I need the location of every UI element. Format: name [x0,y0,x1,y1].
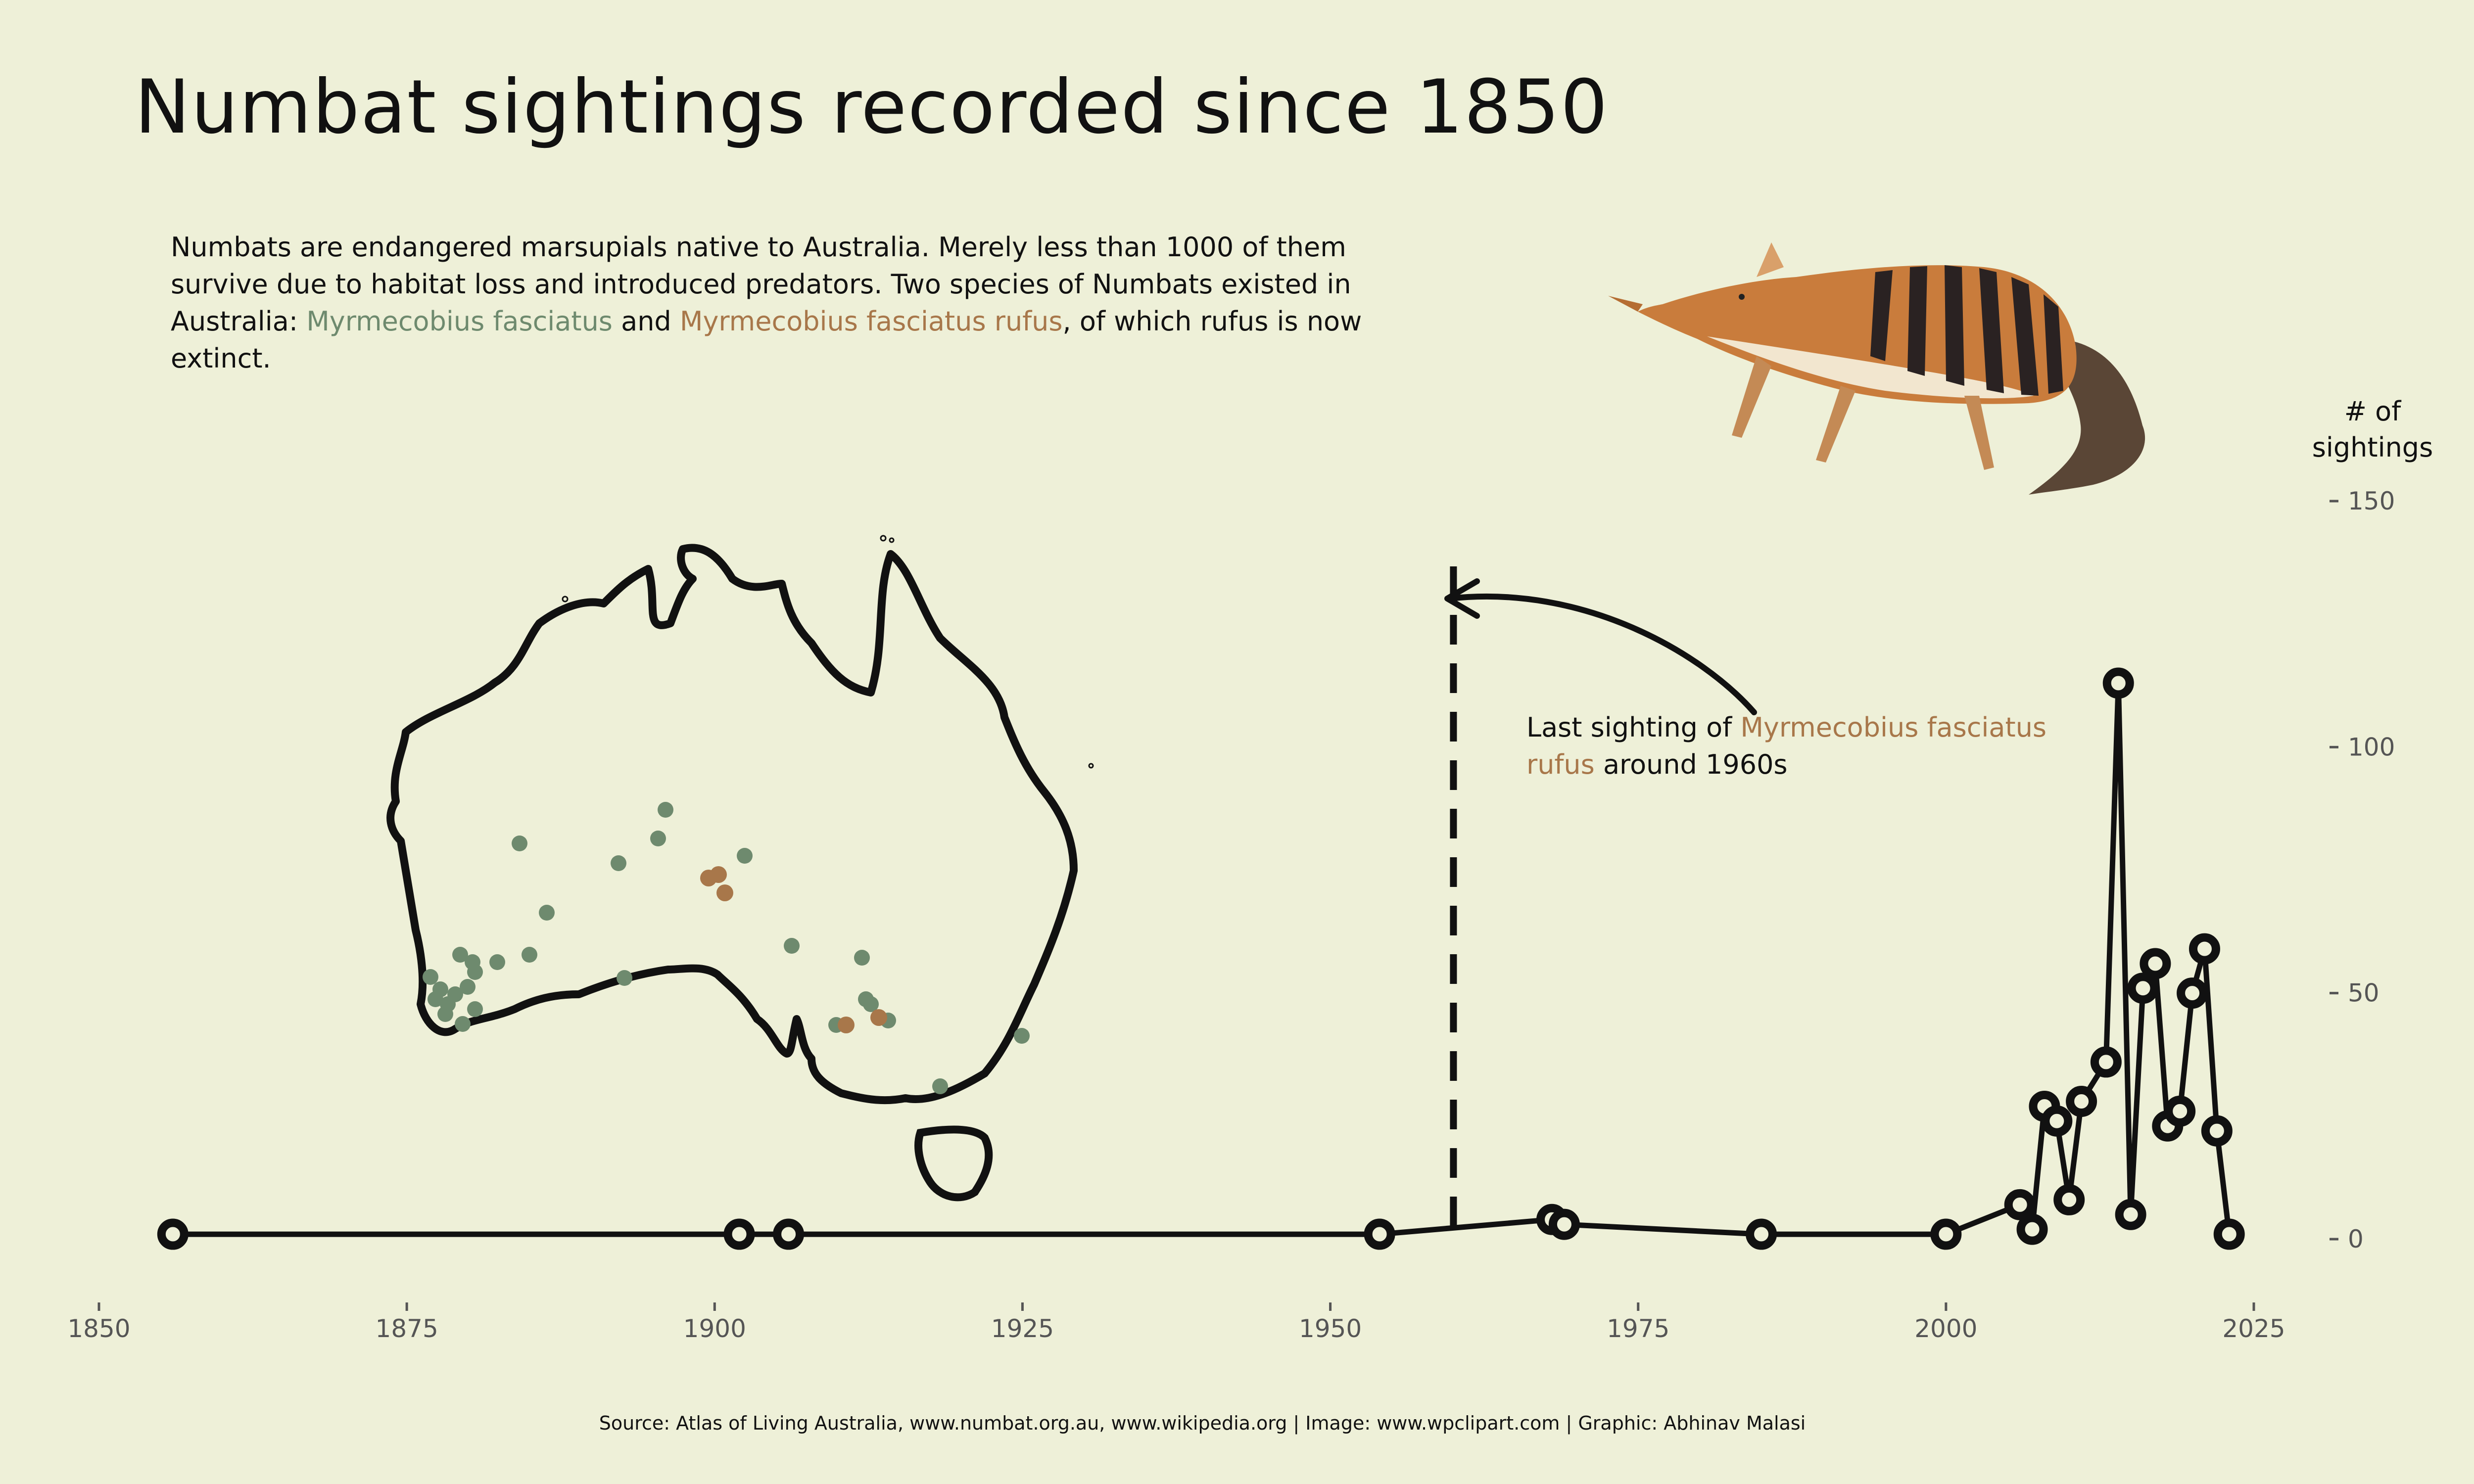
data-point [2004,1189,2036,1220]
annotation-suffix: around 1960s [1594,749,1788,780]
data-point [2053,1184,2085,1215]
data-point [2090,1046,2122,1078]
data-point [2177,977,2208,1009]
data-point [2127,973,2159,1004]
data-point [1548,1208,1580,1240]
x-tick-label: 1975 [1607,1314,1669,1343]
description-text-2: , of which rufus is now extinct. [171,306,1362,374]
y-tick-label: 100 [2348,733,2395,761]
x-axis: 1850 1875 1900 1925 1950 1975 2000 2025 [67,1302,2285,1343]
source-caption: Source: Atlas of Living Australia, www.n… [599,1412,1806,1434]
data-point [1746,1218,1777,1250]
x-tick-label: 1850 [67,1314,130,1343]
series-line [173,680,2232,1237]
data-point [2041,1105,2073,1137]
sightings-series [157,667,2245,1250]
x-tick-label: 1875 [376,1314,438,1343]
x-tick-label: 2000 [1914,1314,1977,1343]
data-point [2140,948,2171,979]
description-and: and [612,306,680,337]
data-point [2066,1085,2097,1117]
data-point [2164,1095,2196,1127]
data-point [723,1218,755,1250]
y-axis-title: # of sightings [2312,396,2433,463]
y-tick-label: 150 [2348,487,2395,515]
rufus-annotation: Last sighting of Myrmecobius fasciatus r… [1526,709,2071,783]
data-point [157,1218,189,1250]
data-point [2213,1218,2245,1250]
species-fasciatus-label: Myrmecobius fasciatus [306,306,613,337]
x-tick-label: 2025 [2222,1314,2285,1343]
chart-title: Numbat sightings recorded since 1850 [135,64,1609,150]
annotation-arrowhead [1444,578,1480,619]
data-point [2016,1213,2048,1245]
data-point [1364,1218,1395,1250]
data-point [2189,933,2220,965]
annotation-prefix: Last sighting of [1526,712,1741,743]
annotation-arrow [1447,594,1757,715]
data-point [2201,1115,2233,1147]
annotation-species: Myrmecobius fasciatus rufus [1526,712,2047,780]
data-point [2102,667,2134,699]
y-tick-label: 0 [2348,1225,2364,1253]
y-tick-label: 50 [2348,979,2379,1008]
australia-map [386,535,1094,1202]
x-tick-label: 1900 [683,1314,746,1343]
x-tick-label: 1950 [1299,1314,1362,1343]
data-point [773,1218,805,1250]
data-point [1930,1218,1962,1250]
description-text-1: Numbats are endangered marsupials native… [171,232,1351,337]
x-tick-label: 1925 [991,1314,1054,1343]
numbat-illustration [1608,242,2145,495]
species-rufus-label: Myrmecobius fasciatus rufus [679,306,1063,337]
data-point [2115,1199,2146,1230]
y-axis: 0 50 100 150 [2330,487,2395,1253]
chart-description: Numbats are endangered marsupials native… [171,229,1408,377]
